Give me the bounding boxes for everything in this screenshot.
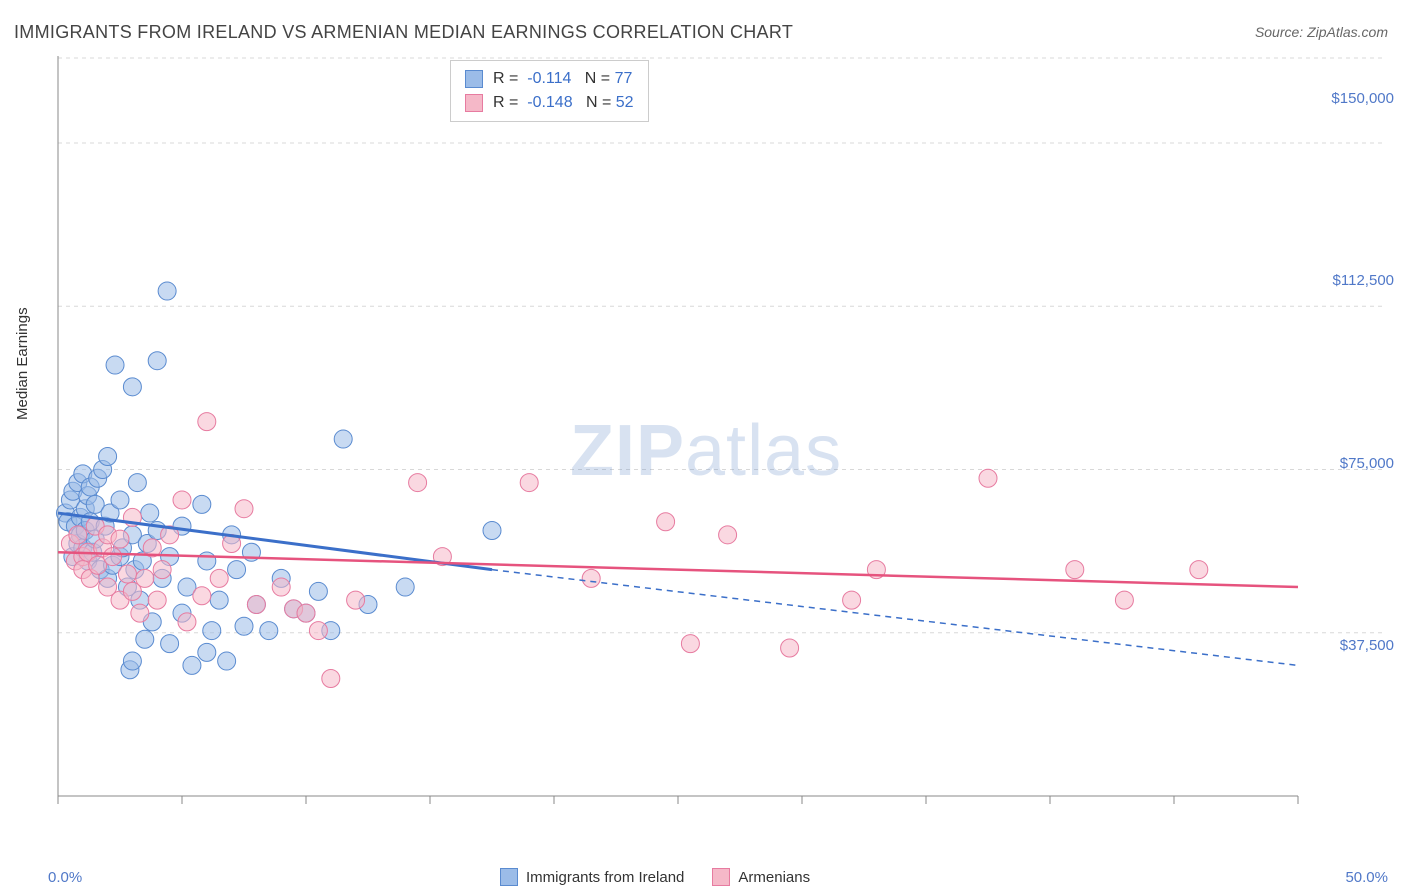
legend-swatch	[712, 868, 730, 886]
y-tick-label: $112,500	[1333, 272, 1394, 289]
legend-label: Immigrants from Ireland	[526, 869, 684, 886]
legend-row: R = -0.114 N = 77	[465, 67, 634, 91]
y-tick-label: $150,000	[1331, 90, 1394, 107]
legend-label: Armenians	[738, 869, 810, 886]
legend-row: R = -0.148 N = 52	[465, 91, 634, 115]
source-attribution: Source: ZipAtlas.com	[1255, 24, 1388, 40]
legend-swatch	[465, 70, 483, 88]
y-tick-label: $75,000	[1340, 455, 1394, 472]
legend-item: Immigrants from Ireland	[500, 868, 684, 886]
x-tick-label: 0.0%	[48, 869, 82, 886]
series-legend: Immigrants from Ireland Armenians	[500, 868, 810, 886]
legend-stats: R = -0.148 N = 52	[493, 91, 634, 115]
y-axis-label: Median Earnings	[14, 307, 31, 420]
legend-swatch	[500, 868, 518, 886]
legend-stats: R = -0.114 N = 77	[493, 67, 632, 91]
x-tick-label: 50.0%	[1345, 869, 1388, 886]
y-tick-label: $37,500	[1340, 637, 1394, 654]
legend-swatch	[465, 94, 483, 112]
chart-title: IMMIGRANTS FROM IRELAND VS ARMENIAN MEDI…	[14, 22, 793, 43]
scatter-plot	[48, 56, 1388, 836]
correlation-legend: R = -0.114 N = 77R = -0.148 N = 52	[450, 60, 649, 122]
legend-item: Armenians	[712, 868, 810, 886]
